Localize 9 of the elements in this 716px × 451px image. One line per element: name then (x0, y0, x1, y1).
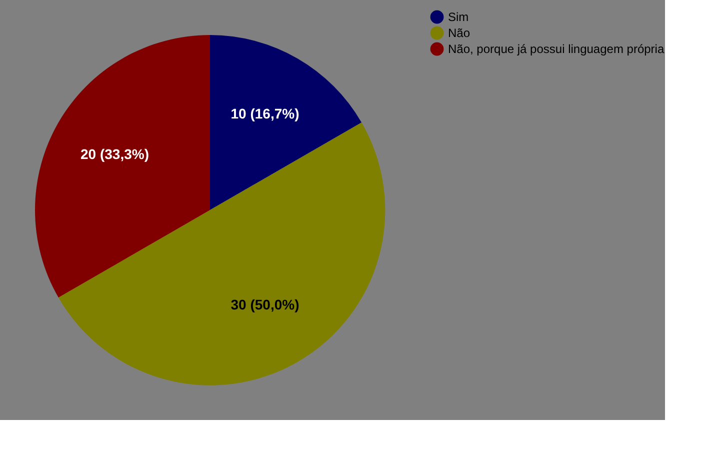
data-label: 20 (33,3%) (80, 146, 149, 162)
legend-label: Não (448, 26, 470, 40)
pie-slice (210, 35, 362, 210)
legend-label: Não, porque já possui linguagem própria (448, 42, 664, 56)
pie-slice (58, 122, 386, 386)
legend-label: Sim (448, 10, 469, 24)
pie-slice (35, 35, 210, 298)
data-label: 10 (16,7%) (230, 106, 300, 122)
data-label: 30 (50,0%) (230, 296, 300, 312)
